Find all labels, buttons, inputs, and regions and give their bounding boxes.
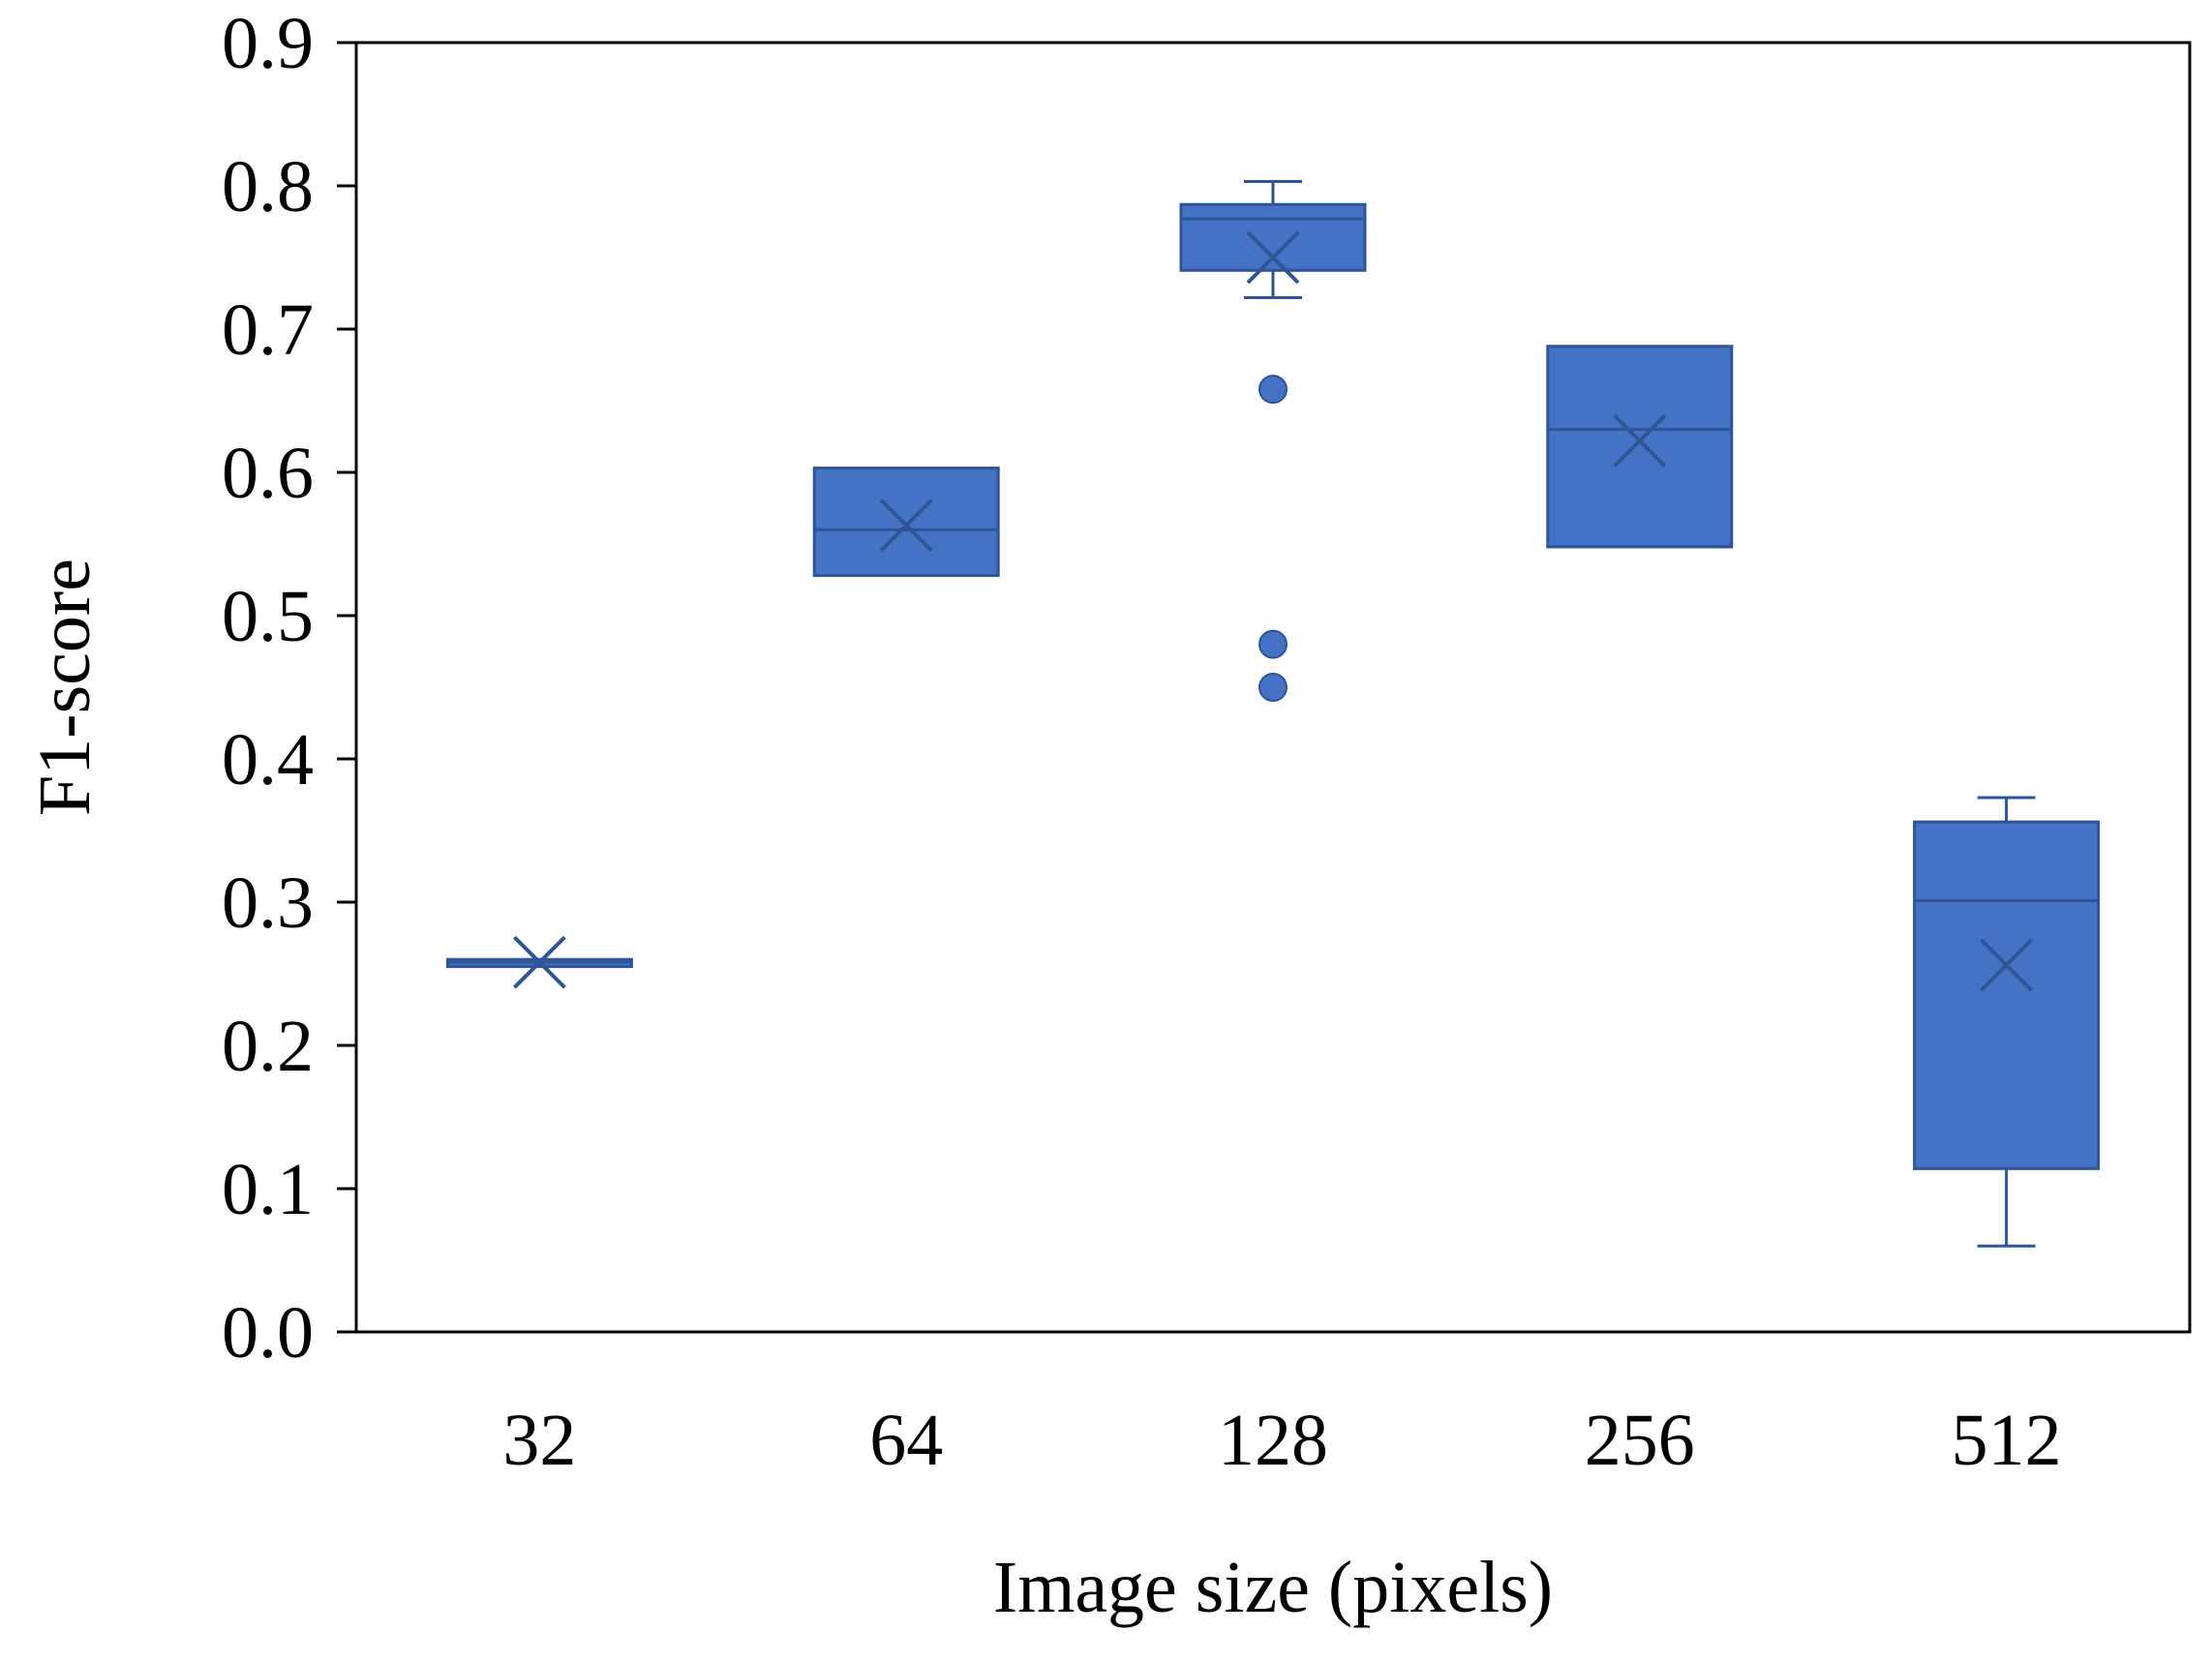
x-tick-label: 128 [1218, 1400, 1328, 1481]
y-tick-label: 0.6 [222, 433, 314, 514]
y-tick-label: 0.5 [222, 576, 314, 657]
y-tick-label: 0.1 [222, 1149, 314, 1230]
plot-frame [354, 41, 2192, 1334]
y-axis-title: F1-score [24, 559, 106, 816]
mean-marker [1980, 938, 2034, 992]
y-tick-label: 0.9 [222, 3, 314, 84]
box-group-256 [1546, 345, 1734, 549]
y-tick-label: 0.8 [222, 146, 314, 227]
x-axis-title: Image size (pixels) [993, 1547, 1553, 1628]
box-group-32 [445, 935, 633, 989]
mean-marker [1613, 414, 1667, 468]
plot-area [354, 41, 2192, 1334]
box-group-64 [812, 467, 1000, 578]
y-tick-label: 0.3 [222, 862, 314, 944]
box-iqr [1546, 345, 1734, 549]
mean-marker [512, 935, 566, 989]
x-tick-label: 64 [869, 1400, 943, 1481]
box-iqr [812, 467, 1000, 578]
y-tick-label: 0.2 [222, 1006, 314, 1087]
box-iqr [1179, 202, 1367, 272]
mean-marker [879, 499, 933, 553]
outlier-point [1258, 629, 1288, 659]
x-tick-label: 256 [1585, 1400, 1695, 1481]
box-iqr [1913, 820, 2101, 1170]
box-group-512 [1913, 796, 2101, 1248]
x-tick-label: 32 [502, 1400, 576, 1481]
y-tick-label: 0.0 [222, 1292, 314, 1374]
outlier-point [1258, 375, 1288, 405]
outlier-point [1258, 673, 1288, 702]
mean-marker [1246, 230, 1300, 285]
x-axis: 32 64 128 256 512 [502, 1400, 2061, 1481]
x-tick-label: 512 [1952, 1400, 2062, 1481]
box-group-128 [1179, 180, 1367, 702]
y-axis: 0.0 0.1 0.2 0.3 0.4 0.5 0.6 0.7 0.8 0.9 [222, 3, 356, 1374]
y-tick-label: 0.4 [222, 719, 314, 801]
y-tick-label: 0.7 [222, 289, 314, 371]
